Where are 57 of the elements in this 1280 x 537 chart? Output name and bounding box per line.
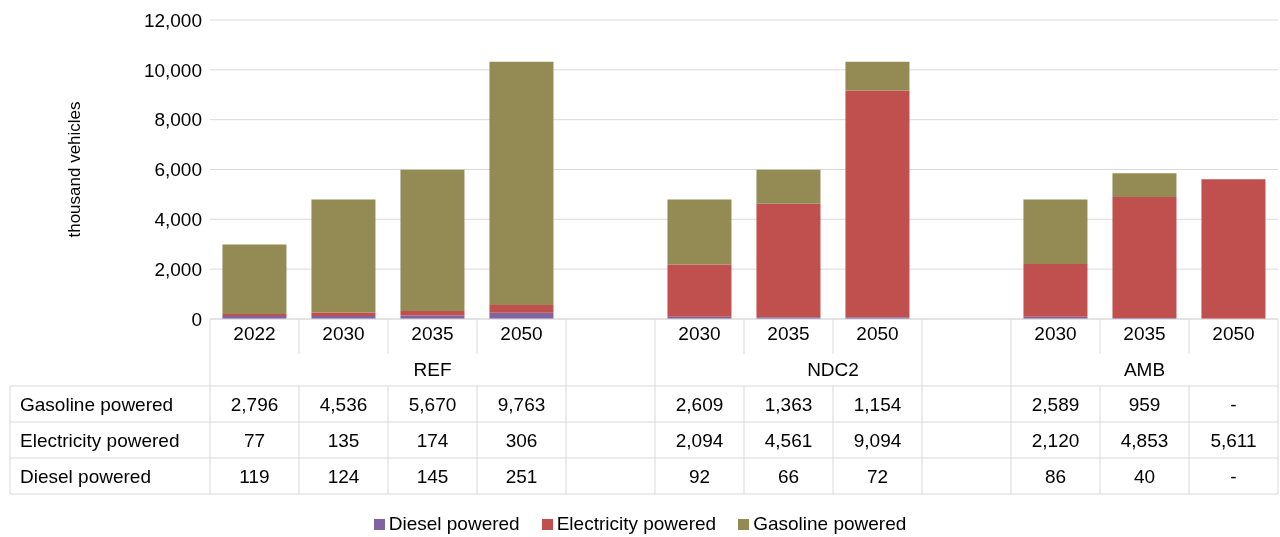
- data-label: 72: [866, 466, 889, 487]
- data-label: 145: [416, 466, 449, 487]
- data-label: 92: [688, 466, 711, 487]
- legend-label: Diesel powered: [388, 513, 520, 535]
- legend-label: Electricity powered: [556, 513, 717, 535]
- data-label: 2,796: [230, 394, 279, 415]
- x-tick-label: 2050: [1212, 323, 1255, 345]
- x-tick-label: 2050: [500, 323, 543, 345]
- data-label: 124: [327, 466, 360, 487]
- text: -: [1230, 394, 1237, 415]
- data-label: 119: [239, 466, 270, 487]
- data-label: 4,561: [764, 430, 813, 451]
- y-tick-label: 0: [191, 308, 202, 330]
- y-tick-label: 2,000: [154, 258, 202, 280]
- x-tick-label: 2030: [678, 323, 721, 345]
- data-label: 2,589: [1031, 394, 1080, 415]
- x-tick-label: 2030: [322, 323, 365, 345]
- data-label: 959: [1128, 394, 1161, 415]
- legend-label: Gasoline powered: [753, 513, 907, 535]
- data-label: 4,536: [319, 394, 368, 415]
- data-label: 5,670: [408, 394, 457, 415]
- x-tick-label: 2030: [1034, 323, 1077, 345]
- data-label: 2,094: [675, 430, 724, 451]
- data-label: 9,094: [853, 430, 902, 451]
- data-label: 1,363: [764, 394, 813, 415]
- data-label: 306: [505, 430, 538, 451]
- y-tick-label: 12,000: [143, 9, 202, 31]
- data-label: 40: [1133, 466, 1156, 487]
- x-tick-label: 2035: [767, 323, 810, 345]
- text: Electricity powered: [20, 430, 180, 451]
- text: REF: [413, 359, 452, 380]
- data-label: 2,609: [675, 394, 724, 415]
- data-label: 86: [1044, 466, 1067, 487]
- text: Gasoline powered: [20, 394, 174, 415]
- data-label: 4,853: [1120, 430, 1169, 451]
- x-tick-label: 2035: [1123, 323, 1166, 345]
- data-label: 1,154: [853, 394, 902, 415]
- y-tick-label: 4,000: [154, 209, 202, 231]
- x-tick-label: 2050: [856, 323, 899, 345]
- data-label: 135: [327, 430, 360, 451]
- y-tick-label: 6,000: [154, 159, 202, 181]
- y-axis-title: thousand vehicles: [65, 101, 85, 238]
- text: NDC2: [807, 359, 859, 380]
- y-tick-label: 10,000: [143, 59, 202, 81]
- data-label: 174: [416, 430, 449, 451]
- y-tick-label: 8,000: [154, 109, 202, 131]
- x-tick-label: 2035: [411, 323, 454, 345]
- text: AMB: [1123, 359, 1166, 380]
- data-label: 2,120: [1031, 430, 1080, 451]
- data-label: 251: [505, 466, 538, 487]
- text: -: [1230, 466, 1237, 487]
- data-label: 9,763: [497, 394, 546, 415]
- data-label: 66: [777, 466, 800, 487]
- text: Diesel powered: [20, 466, 151, 487]
- data-label: 77: [243, 430, 266, 451]
- x-tick-label: 2022: [233, 323, 276, 345]
- data-label: 5,611: [1210, 430, 1257, 451]
